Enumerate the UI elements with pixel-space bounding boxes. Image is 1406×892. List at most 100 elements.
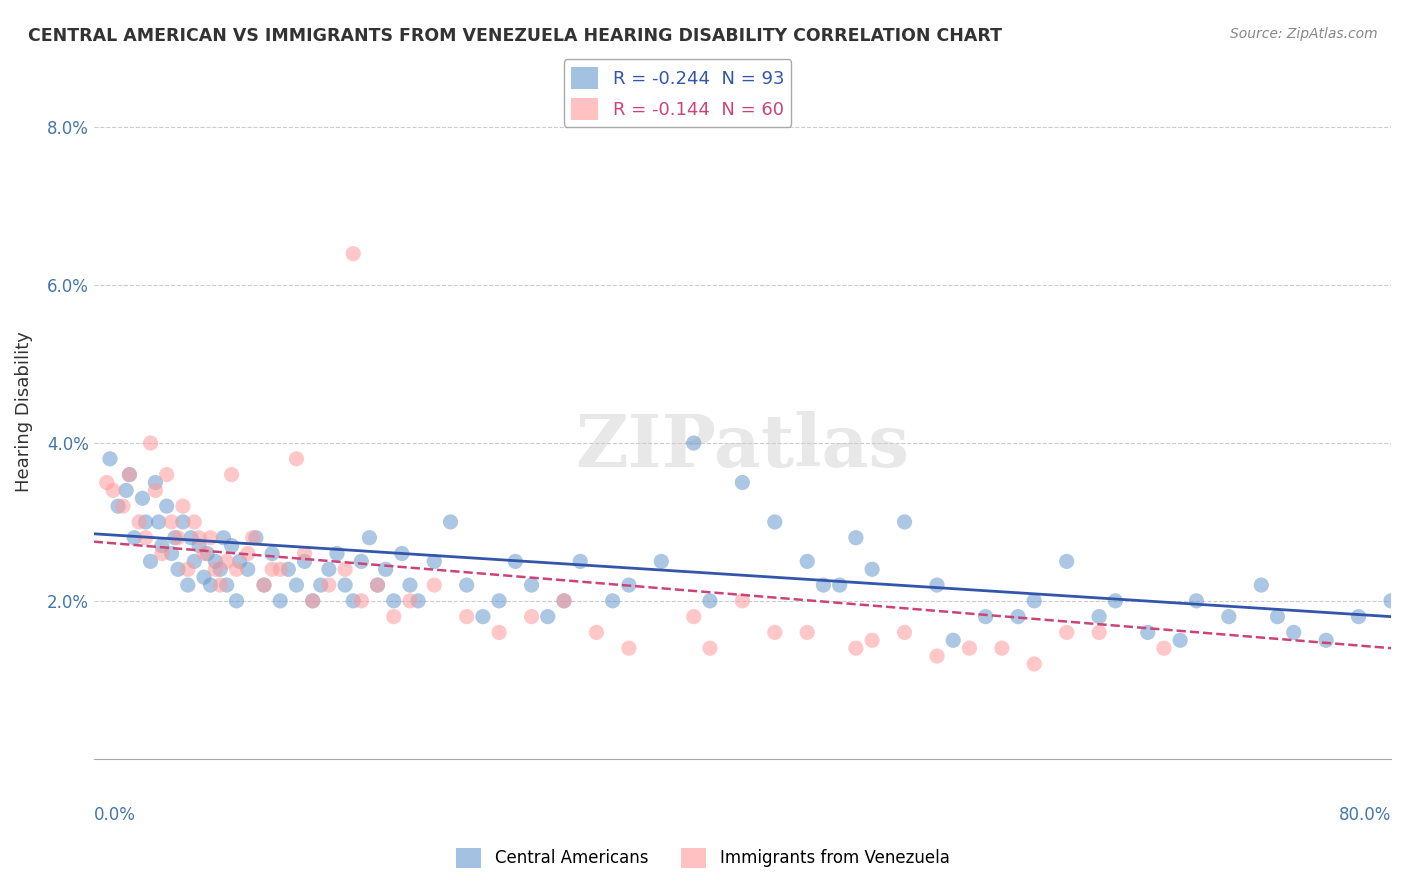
Point [139, 554, 162, 568]
Point [228, 554, 250, 568]
Point [163, 531, 186, 545]
Point [957, 641, 980, 656]
Point [285, 578, 308, 592]
Point [294, 554, 316, 568]
Point [488, 594, 510, 608]
Point [193, 547, 215, 561]
Point [1056, 625, 1078, 640]
Point [763, 515, 786, 529]
Point [391, 547, 413, 561]
Point [699, 594, 721, 608]
Point [699, 641, 721, 656]
Point [828, 578, 851, 592]
Point [1379, 594, 1402, 608]
Point [277, 562, 299, 576]
Point [225, 562, 247, 576]
Point [1153, 641, 1175, 656]
Point [177, 562, 200, 576]
Point [359, 531, 381, 545]
Point [167, 531, 190, 545]
Point [860, 633, 883, 648]
Point [236, 547, 259, 561]
Text: ZIPatlas: ZIPatlas [575, 410, 910, 482]
Point [118, 467, 141, 482]
Point [269, 562, 291, 576]
Point [1218, 609, 1240, 624]
Point [318, 562, 340, 576]
Point [602, 594, 624, 608]
Point [177, 578, 200, 592]
Point [488, 625, 510, 640]
Text: 80.0%: 80.0% [1339, 806, 1391, 824]
Point [796, 554, 818, 568]
Point [520, 578, 543, 592]
Point [225, 594, 247, 608]
Point [650, 554, 672, 568]
Point [520, 609, 543, 624]
Point [262, 547, 284, 561]
Point [245, 531, 267, 545]
Point [150, 547, 173, 561]
Point [1250, 578, 1272, 592]
Point [204, 554, 226, 568]
Point [262, 562, 284, 576]
Point [731, 475, 754, 490]
Point [382, 609, 405, 624]
Point [860, 562, 883, 576]
Point [1136, 625, 1159, 640]
Point [406, 594, 429, 608]
Point [253, 578, 276, 592]
Point [150, 539, 173, 553]
Text: Source: ZipAtlas.com: Source: ZipAtlas.com [1230, 27, 1378, 41]
Point [617, 641, 640, 656]
Point [682, 436, 704, 450]
Point [763, 625, 786, 640]
Point [1168, 633, 1191, 648]
Point [342, 246, 364, 260]
Point [553, 594, 575, 608]
Point [193, 570, 215, 584]
Point [333, 562, 356, 576]
Point [350, 594, 373, 608]
Legend: Central Americans, Immigrants from Venezuela: Central Americans, Immigrants from Venez… [450, 841, 956, 875]
Point [96, 475, 118, 490]
Point [845, 531, 868, 545]
Point [160, 515, 183, 529]
Point [845, 641, 868, 656]
Point [333, 578, 356, 592]
Point [374, 562, 396, 576]
Point [1024, 657, 1046, 671]
Point [617, 578, 640, 592]
Point [382, 594, 405, 608]
Point [124, 531, 146, 545]
Point [172, 499, 194, 513]
Point [156, 467, 179, 482]
Point [135, 515, 157, 529]
Point [103, 483, 125, 498]
Point [301, 594, 323, 608]
Point [399, 594, 422, 608]
Text: 0.0%: 0.0% [94, 806, 135, 824]
Point [145, 483, 167, 498]
Point [183, 515, 205, 529]
Point [796, 625, 818, 640]
Point [253, 578, 276, 592]
Point [183, 554, 205, 568]
Point [309, 578, 332, 592]
Point [1282, 625, 1305, 640]
Point [1088, 609, 1111, 624]
Point [399, 578, 422, 592]
Point [893, 625, 915, 640]
Point [242, 531, 264, 545]
Point [167, 562, 190, 576]
Point [1007, 609, 1029, 624]
Point [1267, 609, 1289, 624]
Point [269, 594, 291, 608]
Point [942, 633, 965, 648]
Point [731, 594, 754, 608]
Point [456, 609, 478, 624]
Point [423, 554, 446, 568]
Point [423, 578, 446, 592]
Point [294, 547, 316, 561]
Point [813, 578, 835, 592]
